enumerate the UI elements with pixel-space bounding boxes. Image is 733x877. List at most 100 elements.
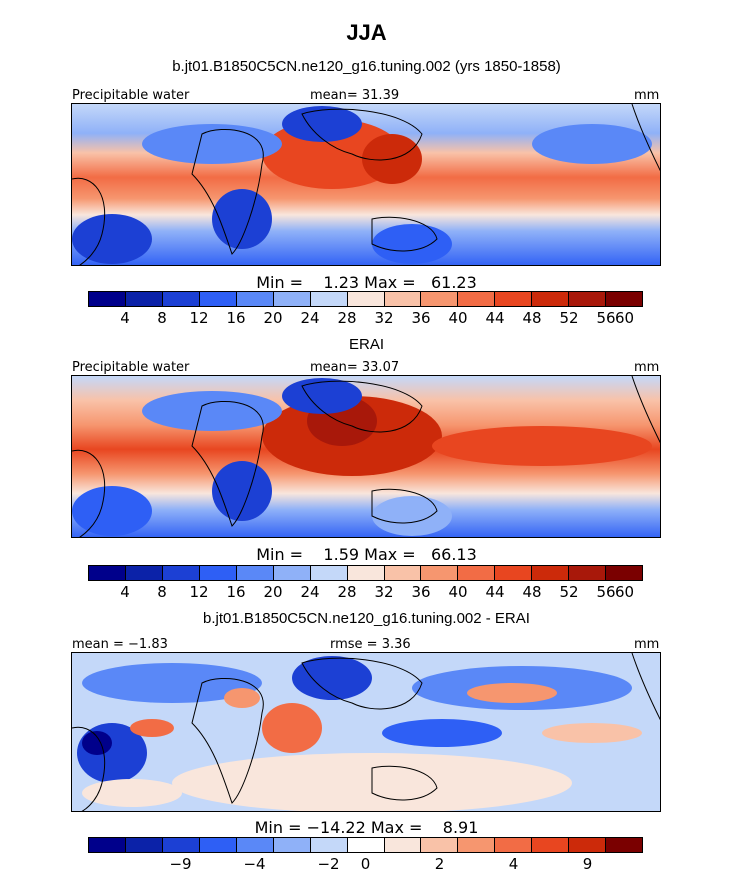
colorbar-box-11 xyxy=(495,838,533,852)
colorbar-box-8 xyxy=(384,566,422,580)
colorbar-box-0 xyxy=(89,292,126,306)
panel3-colorbar xyxy=(88,837,643,853)
colorbar-tick-label: 16 xyxy=(226,583,246,601)
panel3-units-label: mm xyxy=(634,637,660,652)
panel2-units-label: mm xyxy=(634,360,660,375)
colorbar-box-12 xyxy=(532,838,570,852)
panel2-mean-label: mean= 33.07 xyxy=(310,360,400,375)
panel3-mean-label: mean = −1.83 xyxy=(72,637,168,652)
colorbar-box-8 xyxy=(384,838,422,852)
colorbar-tick-label: 36 xyxy=(411,309,431,327)
colorbar-tick-label: 20 xyxy=(263,583,283,601)
colorbar-box-4 xyxy=(236,292,274,306)
panel3-rmse-label: rmse = 3.36 xyxy=(330,637,411,652)
colorbar-box-2 xyxy=(162,566,200,580)
panel2-colorbar xyxy=(88,565,643,581)
colorbar-tick-label: 12 xyxy=(189,309,209,327)
colorbar-box-2 xyxy=(162,292,200,306)
colorbar-tick-label: 44 xyxy=(485,309,505,327)
colorbar-tick-label: 8 xyxy=(157,309,167,327)
colorbar-box-13 xyxy=(569,566,607,580)
colorbar-box-12 xyxy=(532,566,570,580)
colorbar-tick-label: 56 xyxy=(596,583,616,601)
colorbar-box-13 xyxy=(569,292,607,306)
colorbar-tick-label: 0 xyxy=(360,855,371,873)
colorbar-tick-label: 40 xyxy=(448,309,468,327)
colorbar-box-3 xyxy=(199,838,237,852)
colorbar-box-7 xyxy=(347,566,385,580)
colorbar-box-14 xyxy=(606,292,643,306)
colorbar-box-13 xyxy=(569,838,607,852)
colorbar-tick-label: 40 xyxy=(448,583,468,601)
colorbar-tick-label: 32 xyxy=(374,583,394,601)
colorbar-tick-label: −4 xyxy=(243,855,266,873)
figure-title: JJA xyxy=(346,20,387,45)
colorbar-box-9 xyxy=(421,566,459,580)
colorbar-tick-label: 4 xyxy=(120,583,130,601)
colorbar-box-4 xyxy=(236,566,274,580)
panel1-colorbar-ticks: 4 8 12 16 20 24 28 32 36 40 44 48 52 56 60 xyxy=(88,309,643,327)
colorbar-tick-label: 20 xyxy=(263,309,283,327)
colorbar-tick-label: 12 xyxy=(189,583,209,601)
colorbar-tick-label: 60 xyxy=(614,309,635,327)
colorbar-box-0 xyxy=(89,566,126,580)
colorbar-tick-label: 28 xyxy=(337,583,357,601)
colorbar-box-7 xyxy=(347,292,385,306)
colorbar-box-6 xyxy=(310,838,348,852)
colorbar-tick-label: 24 xyxy=(300,309,320,327)
colorbar-box-14 xyxy=(606,838,643,852)
panel2-subtitle: ERAI xyxy=(348,336,384,353)
colorbar-box-10 xyxy=(458,838,496,852)
colorbar-tick-label: 4 xyxy=(508,855,519,873)
colorbar-tick-label: 32 xyxy=(374,309,394,327)
colorbar-box-6 xyxy=(310,566,348,580)
panel3-map xyxy=(71,652,661,812)
colorbar-box-3 xyxy=(199,292,237,306)
colorbar-tick-label: 24 xyxy=(300,583,320,601)
colorbar-tick-label: 48 xyxy=(522,583,542,601)
colorbar-box-6 xyxy=(310,292,348,306)
panel1-subtitle: b.jt01.B1850C5CN.ne120_g16.tuning.002 (y… xyxy=(172,58,561,75)
colorbar-box-0 xyxy=(89,838,126,852)
colorbar-box-1 xyxy=(125,566,163,580)
panel1-mean-label: mean= 31.39 xyxy=(310,88,400,103)
panel1-units-label: mm xyxy=(634,88,660,103)
colorbar-tick-label: 52 xyxy=(559,583,579,601)
colorbar-box-14 xyxy=(606,566,643,580)
panel3-colorbar-ticks: −9 −4 −2 0 2 4 9 xyxy=(88,855,643,873)
colorbar-tick-label: 28 xyxy=(337,309,357,327)
panel2-map xyxy=(71,375,661,538)
colorbar-tick-label: 8 xyxy=(157,583,167,601)
colorbar-box-3 xyxy=(199,566,237,580)
colorbar-box-11 xyxy=(495,566,533,580)
colorbar-tick-label: 52 xyxy=(559,309,579,327)
colorbar-tick-label: −2 xyxy=(317,855,340,873)
colorbar-box-11 xyxy=(495,292,533,306)
colorbar-box-8 xyxy=(384,292,422,306)
panel1-map xyxy=(71,103,661,266)
panel1-colorbar xyxy=(88,291,643,307)
colorbar-tick-label: 4 xyxy=(120,309,130,327)
colorbar-box-9 xyxy=(421,838,459,852)
colorbar-box-2 xyxy=(162,838,200,852)
colorbar-box-4 xyxy=(236,838,274,852)
colorbar-box-10 xyxy=(458,566,496,580)
colorbar-tick-label: 16 xyxy=(226,309,246,327)
colorbar-tick-label: 48 xyxy=(522,309,542,327)
colorbar-tick-label: 44 xyxy=(485,583,505,601)
colorbar-tick-label: 56 xyxy=(596,309,616,327)
colorbar-box-7 xyxy=(347,838,385,852)
colorbar-box-1 xyxy=(125,838,163,852)
colorbar-tick-label: 36 xyxy=(411,583,431,601)
panel2-variable-label: Precipitable water xyxy=(72,360,190,375)
panel1-variable-label: Precipitable water xyxy=(72,88,190,103)
panel1-stats: Min = 1.23 Max = 61.23 xyxy=(256,273,477,292)
colorbar-box-1 xyxy=(125,292,163,306)
panel3-stats: Min = −14.22 Max = 8.91 xyxy=(254,818,479,837)
colorbar-tick-label: 60 xyxy=(614,583,635,601)
colorbar-box-12 xyxy=(532,292,570,306)
colorbar-box-5 xyxy=(273,838,311,852)
colorbar-tick-label: 9 xyxy=(582,855,593,873)
panel3-subtitle: b.jt01.B1850C5CN.ne120_g16.tuning.002 - … xyxy=(203,610,530,627)
colorbar-box-9 xyxy=(421,292,459,306)
